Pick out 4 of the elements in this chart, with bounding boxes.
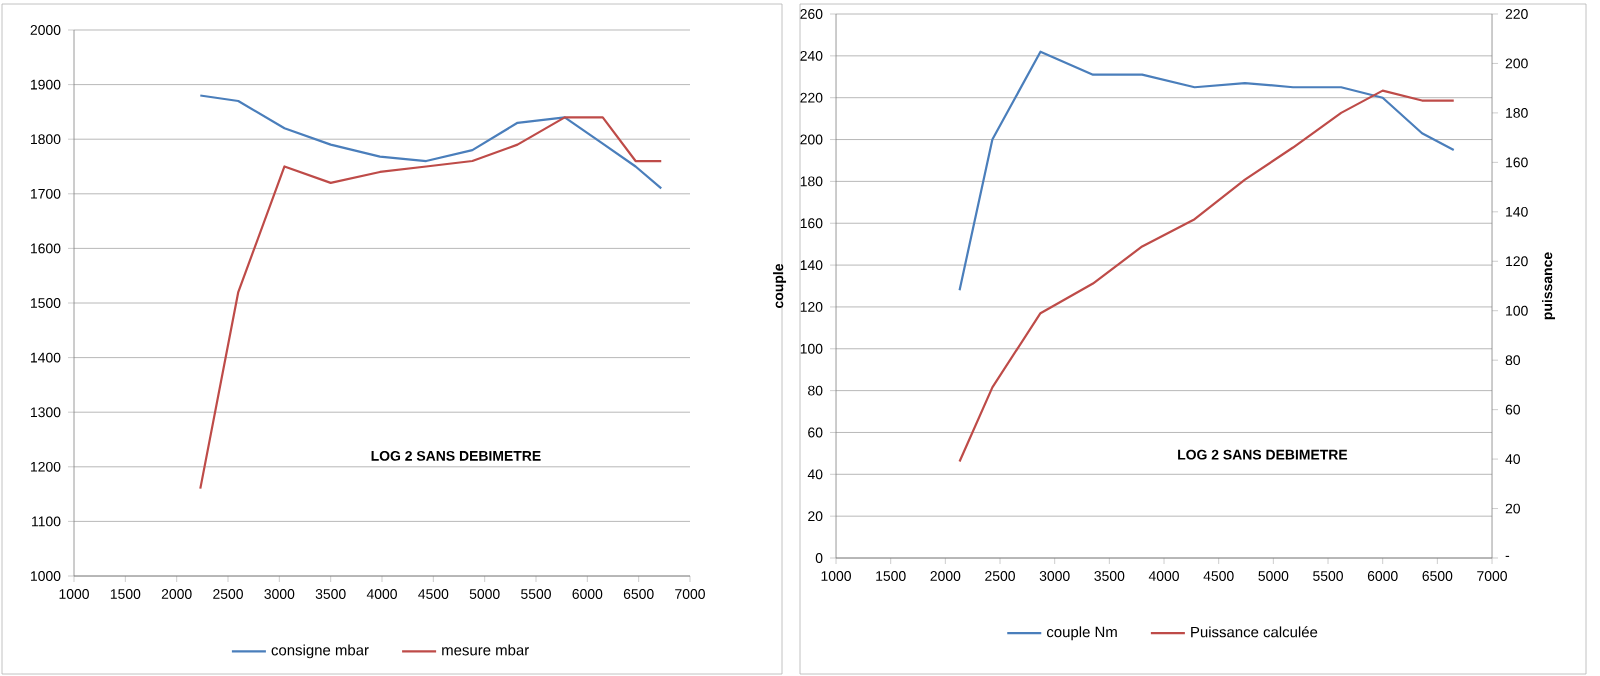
- line-series: [199, 94, 663, 190]
- line-series: [958, 50, 1455, 292]
- line-series: [199, 116, 663, 490]
- line-series: [958, 89, 1455, 463]
